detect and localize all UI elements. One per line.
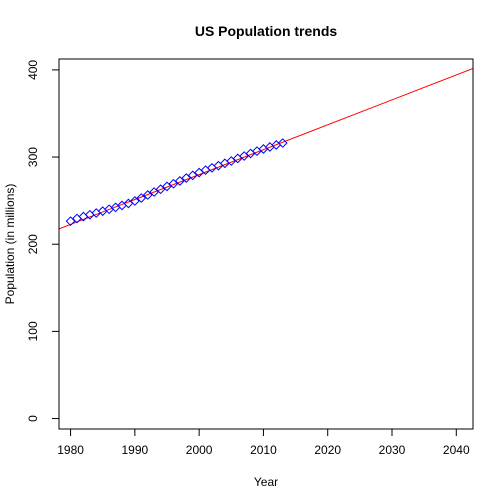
data-point: [142, 190, 153, 200]
y-tick-label: 200: [26, 234, 40, 254]
y-tick-label: 300: [26, 147, 40, 167]
x-tick-label: 2030: [379, 443, 406, 457]
data-point: [174, 176, 185, 186]
x-tick-label: 1980: [57, 443, 84, 457]
data-point: [162, 181, 172, 192]
y-tick-label: 100: [26, 321, 40, 341]
points-layer: [65, 138, 288, 227]
x-tick-label: 2010: [250, 443, 277, 457]
x-tick-label: 1990: [122, 443, 149, 457]
trend-line: [59, 68, 473, 230]
plot-frame: [58, 58, 474, 430]
y-tick-label: 400: [26, 60, 40, 80]
y-tick-label: 0: [26, 415, 40, 422]
data-point: [129, 196, 140, 206]
y-axis: 0 100 200 300 400: [26, 60, 59, 422]
data-point: [277, 138, 288, 148]
x-tick-label: 2000: [186, 443, 213, 457]
chart-title: US Population trends: [195, 23, 338, 39]
data-point: [181, 173, 192, 183]
x-tick-label: 2020: [314, 443, 341, 457]
fit-line-layer: [59, 68, 473, 230]
plot-area: [59, 68, 473, 230]
data-point: [168, 178, 179, 189]
data-point: [149, 187, 160, 197]
data-point: [187, 170, 198, 181]
data-point: [136, 193, 147, 203]
x-axis-label: Year: [254, 475, 278, 489]
y-axis-label: Population (in millions): [3, 184, 17, 305]
data-point: [155, 184, 166, 195]
x-tick-label: 2040: [443, 443, 470, 457]
